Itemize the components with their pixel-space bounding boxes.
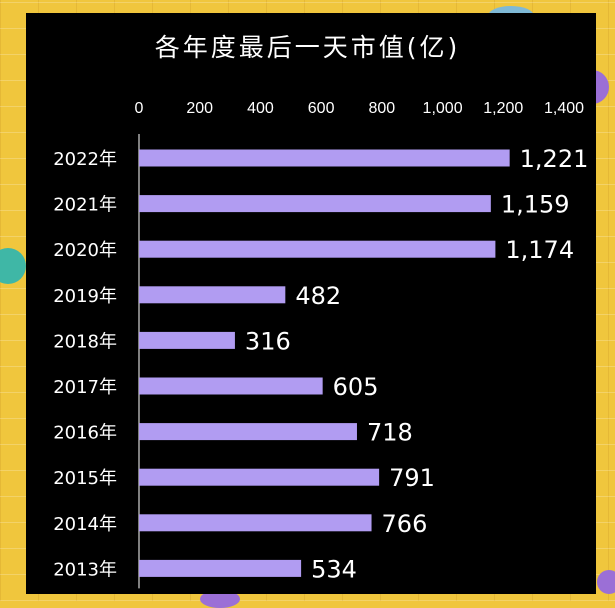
x-tick-label: 1,400 xyxy=(544,100,584,117)
bar xyxy=(139,286,286,304)
category-label: 2013年 xyxy=(53,559,117,580)
data-label: 1,221 xyxy=(520,145,589,173)
category-label: 2016年 xyxy=(53,423,117,444)
x-tick-label: 0 xyxy=(135,100,144,117)
bar xyxy=(139,149,510,167)
category-label: 2022年 xyxy=(53,149,117,170)
data-label: 1,174 xyxy=(505,236,574,264)
x-tick-label: 200 xyxy=(186,100,213,117)
decorative-dot xyxy=(597,570,615,594)
data-label: 718 xyxy=(367,419,413,447)
x-tick-label: 1,000 xyxy=(423,100,463,117)
x-tick-label: 800 xyxy=(369,100,396,117)
data-label: 482 xyxy=(295,282,341,310)
bar xyxy=(139,377,323,395)
x-axis-ticks: 0 200 400 600 800 1,000 1,200 1,400 xyxy=(135,100,585,117)
data-label: 766 xyxy=(382,510,428,538)
bar xyxy=(139,331,235,349)
category-label: 2015年 xyxy=(53,468,117,489)
data-label: 316 xyxy=(245,327,291,355)
category-labels: 2022年 2021年 2020年 2019年 2018年 2017年 2016年 2015年… xyxy=(53,149,117,580)
category-label: 2017年 xyxy=(53,377,117,398)
x-tick-label: 1,200 xyxy=(483,100,523,117)
category-label: 2019年 xyxy=(53,286,117,307)
x-tick-label: 600 xyxy=(308,100,335,117)
bar xyxy=(139,514,372,532)
bar xyxy=(139,195,491,213)
category-label: 2020年 xyxy=(53,240,117,261)
bar xyxy=(139,468,380,486)
data-label: 534 xyxy=(311,555,357,583)
x-tick-label: 400 xyxy=(247,100,274,117)
data-label: 1,159 xyxy=(501,191,570,219)
bar xyxy=(139,423,357,441)
category-label: 2021年 xyxy=(53,195,117,216)
data-label: 605 xyxy=(333,373,379,401)
chart-title: 各年度最后一天市值(亿) xyxy=(154,33,461,62)
category-label: 2014年 xyxy=(53,514,117,535)
data-label: 791 xyxy=(389,464,435,492)
bar xyxy=(139,240,496,258)
bars xyxy=(139,149,510,577)
bar xyxy=(139,559,302,577)
chart-panel xyxy=(26,13,596,594)
category-label: 2018年 xyxy=(53,331,117,352)
